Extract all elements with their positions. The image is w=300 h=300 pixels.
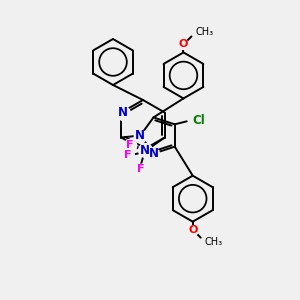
Text: F: F xyxy=(126,140,134,149)
Text: N: N xyxy=(140,143,149,157)
Text: CH₃: CH₃ xyxy=(205,237,223,247)
Text: N: N xyxy=(135,129,145,142)
Text: O: O xyxy=(188,225,197,235)
Text: O: O xyxy=(179,39,188,50)
Text: Cl: Cl xyxy=(193,114,206,127)
Text: N: N xyxy=(118,106,128,119)
Text: F: F xyxy=(124,151,131,160)
Text: N: N xyxy=(148,147,158,160)
Text: F: F xyxy=(137,164,144,175)
Text: CH₃: CH₃ xyxy=(196,27,214,38)
